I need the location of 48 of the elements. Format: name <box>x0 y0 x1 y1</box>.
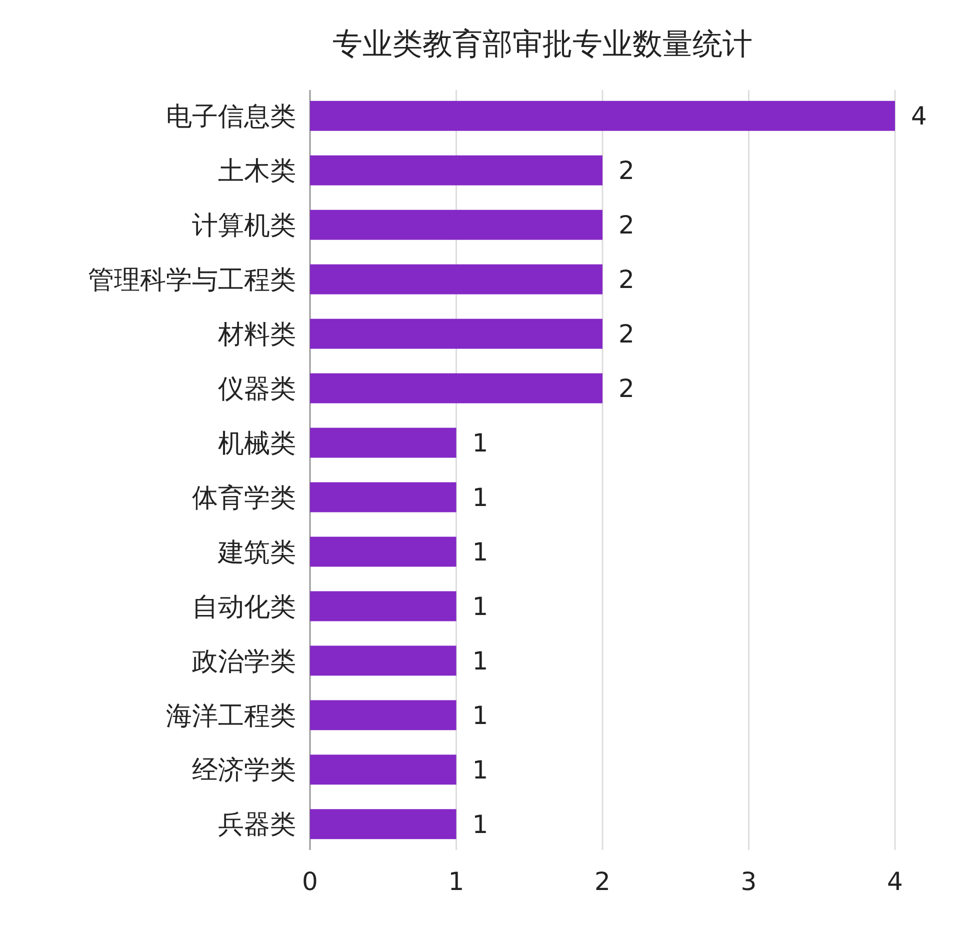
y-tick-label: 电子信息类 <box>166 102 296 132</box>
bar <box>310 428 456 458</box>
bar <box>310 155 602 186</box>
y-tick-label: 土木类 <box>218 156 296 186</box>
data-label: 2 <box>618 156 634 186</box>
bar <box>310 318 602 349</box>
y-tick-label: 政治学类 <box>192 646 296 677</box>
data-label: 1 <box>472 755 488 784</box>
y-tick-label: 自动化类 <box>192 592 296 622</box>
data-label: 2 <box>618 265 634 294</box>
x-tick-label: 2 <box>594 867 610 896</box>
x-tick-label: 3 <box>740 867 757 896</box>
data-label: 1 <box>472 428 488 458</box>
x-tick-label: 4 <box>887 867 903 896</box>
data-label: 1 <box>472 646 488 676</box>
bar <box>310 809 456 840</box>
data-label: 1 <box>472 810 488 839</box>
bar <box>310 754 456 785</box>
bar <box>310 264 602 294</box>
data-label: 4 <box>911 102 927 131</box>
y-tick-label: 兵器类 <box>218 810 296 840</box>
data-label: 1 <box>472 700 488 730</box>
bar <box>310 373 602 404</box>
x-tick-label: 0 <box>302 867 318 896</box>
data-label: 2 <box>618 320 634 349</box>
data-label: 2 <box>618 210 634 240</box>
y-tick-label: 管理科学与工程类 <box>88 265 296 296</box>
bar <box>310 482 456 512</box>
bar <box>310 700 456 730</box>
chart-title: 专业类教育部审批专业数量统计 <box>332 27 752 62</box>
bar <box>310 591 456 622</box>
y-tick-label: 机械类 <box>218 428 296 459</box>
y-tick-label: 计算机类 <box>192 210 296 241</box>
data-label: 1 <box>472 537 488 566</box>
y-tick-label: 体育学类 <box>192 483 296 514</box>
y-tick-label: 经济学类 <box>192 756 296 786</box>
y-tick-label: 海洋工程类 <box>166 701 296 732</box>
bar <box>310 100 895 131</box>
bar <box>310 536 456 567</box>
x-tick-label: 1 <box>448 867 464 896</box>
bar <box>310 646 456 676</box>
data-label: 1 <box>472 482 488 512</box>
y-tick-label: 建筑类 <box>217 538 296 568</box>
bar <box>310 210 602 240</box>
data-label: 1 <box>472 592 488 621</box>
y-tick-label: 材料类 <box>217 320 296 350</box>
data-label: 2 <box>618 374 634 404</box>
y-tick-label: 仪器类 <box>218 374 296 404</box>
